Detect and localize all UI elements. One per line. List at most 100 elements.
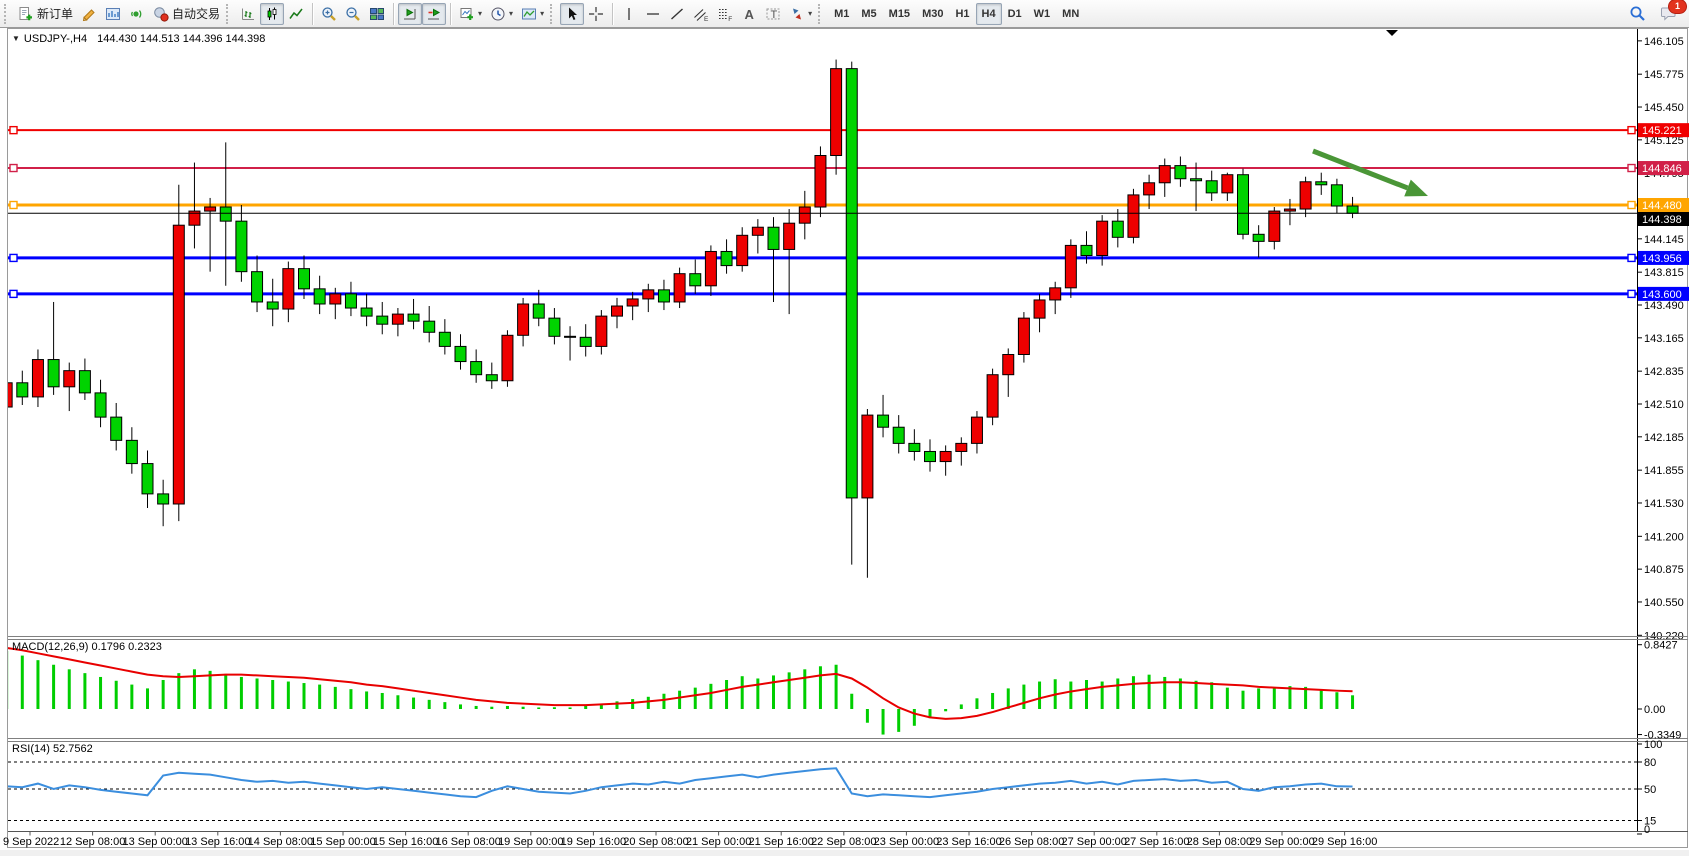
templates-button[interactable]: ▾ [517, 3, 548, 25]
chart-title-bar[interactable]: ▼ USDJPY-,H4 144.430 144.513 144.396 144.3… [12, 33, 265, 45]
periods-button[interactable]: ▾ [486, 3, 517, 25]
tab-m30[interactable]: M30 [916, 3, 949, 25]
svg-text:19 Sep 00:00: 19 Sep 00:00 [498, 836, 563, 848]
trendline-button[interactable] [665, 3, 689, 25]
vertical-line-button[interactable] [617, 3, 641, 25]
tab-m5[interactable]: M5 [855, 3, 882, 25]
candle [1221, 174, 1234, 194]
line-endpoint-marker[interactable] [9, 289, 18, 299]
candle [877, 414, 890, 428]
line-endpoint-marker[interactable] [1627, 125, 1636, 135]
toolbar-separator [312, 2, 314, 25]
svg-text:143.815: 143.815 [1644, 267, 1684, 279]
tab-d1[interactable]: D1 [1002, 3, 1028, 25]
zoom-out-icon [346, 6, 360, 21]
styles-button[interactable] [77, 3, 101, 25]
market-watch-icon [106, 7, 121, 20]
rsi-indicator-label: RSI(14) 52.7562 [12, 743, 93, 755]
line-endpoint-marker[interactable] [9, 125, 18, 135]
horizontal-line-button[interactable] [641, 3, 665, 25]
horizontal-line-icon [647, 12, 660, 15]
zoom-out-button[interactable] [341, 3, 365, 25]
bar-chart-button[interactable] [236, 3, 260, 25]
tile-windows-button[interactable] [365, 3, 389, 25]
toolbar-grip[interactable] [4, 3, 11, 24]
candle [329, 293, 342, 305]
svg-text:144.145: 144.145 [1644, 234, 1684, 246]
text-a-icon: A [745, 7, 755, 22]
toolbar-grip[interactable] [818, 3, 825, 24]
candle [986, 374, 999, 418]
macd-axis: 0.8427 0.00 -0.3349 [1637, 640, 1681, 742]
tile-windows-icon [370, 7, 385, 20]
candle [172, 224, 185, 505]
equidistant-channel-button[interactable]: E [689, 3, 713, 25]
candle [313, 288, 326, 305]
line-endpoint-marker[interactable] [9, 163, 18, 173]
svg-text:A: A [745, 7, 755, 22]
tab-mn[interactable]: MN [1056, 3, 1085, 25]
new-order-button[interactable]: 新订单 [14, 3, 77, 25]
line-endpoint-marker[interactable] [1627, 289, 1636, 299]
candle [955, 442, 968, 452]
svg-text:20 Sep 08:00: 20 Sep 08:00 [623, 836, 688, 848]
svg-text:15: 15 [1644, 816, 1656, 828]
svg-text:144.398: 144.398 [1642, 214, 1682, 226]
svg-text:145.450: 145.450 [1644, 102, 1684, 114]
chart-shift-marker[interactable] [1386, 30, 1398, 36]
one-click-trading-collapse-icon[interactable]: ▼ [12, 34, 20, 43]
line-endpoint-marker[interactable] [9, 200, 18, 210]
tab-w1[interactable]: W1 [1028, 3, 1057, 25]
market-watch-button[interactable] [101, 3, 125, 25]
search-button[interactable] [1625, 3, 1650, 25]
macd-indicator-label: MACD(12,26,9) 0.1796 0.2323 [12, 641, 162, 653]
line-endpoint-marker[interactable] [9, 253, 18, 263]
tab-m1[interactable]: M1 [828, 3, 855, 25]
svg-text:0.8427: 0.8427 [1644, 640, 1678, 652]
line-endpoint-marker[interactable] [1627, 200, 1636, 210]
candle [344, 293, 357, 309]
line-endpoint-marker[interactable] [1627, 163, 1636, 173]
candle [1096, 220, 1109, 257]
line-chart-button[interactable] [284, 3, 308, 25]
tab-m15[interactable]: M15 [883, 3, 916, 25]
toolbar-grip[interactable] [226, 3, 233, 24]
crosshair-button[interactable] [584, 3, 608, 25]
candle [673, 273, 686, 303]
text-label-icon: T [766, 8, 780, 21]
text-label-button[interactable]: T [761, 3, 785, 25]
tab-h1[interactable]: H1 [949, 3, 975, 25]
candle [47, 359, 60, 388]
svg-text:16 Sep 08:00: 16 Sep 08:00 [435, 836, 500, 848]
candle [204, 206, 217, 212]
toolbar-grip[interactable] [550, 3, 557, 24]
svg-text:145.775: 145.775 [1644, 69, 1684, 81]
fibonacci-button[interactable]: F [713, 3, 737, 25]
candle [485, 374, 498, 382]
candle [767, 226, 780, 250]
svg-text:142.510: 142.510 [1644, 399, 1684, 411]
svg-text:-0.3349: -0.3349 [1644, 730, 1681, 742]
candle [861, 414, 874, 499]
cursor-button[interactable] [560, 2, 585, 25]
rsi-axis: 100 80 50 150 [1637, 739, 1662, 836]
indicators-button[interactable]: ▾ [455, 3, 486, 25]
svg-text:80: 80 [1644, 757, 1656, 769]
candle [626, 298, 639, 307]
line-endpoint-marker[interactable] [1627, 253, 1636, 263]
auto-scroll-button[interactable] [398, 2, 423, 25]
tab-h4[interactable]: H4 [975, 2, 1002, 25]
text-button[interactable]: A [737, 3, 761, 25]
bottom-strip [0, 850, 1689, 856]
trend-arrow-annotation[interactable] [1312, 148, 1428, 197]
candle [1268, 210, 1281, 242]
alerts-button[interactable] [125, 3, 149, 25]
chart-shift-icon [428, 8, 441, 19]
chart-shift-button[interactable] [422, 2, 447, 25]
zoom-in-button[interactable] [317, 3, 341, 25]
candlestick-chart-button[interactable] [260, 2, 285, 25]
candle [892, 426, 905, 444]
auto-trading-button[interactable]: 自动交易 [149, 3, 224, 25]
new-order-icon [19, 6, 32, 20]
arrows-button[interactable]: ▾ [785, 3, 816, 25]
